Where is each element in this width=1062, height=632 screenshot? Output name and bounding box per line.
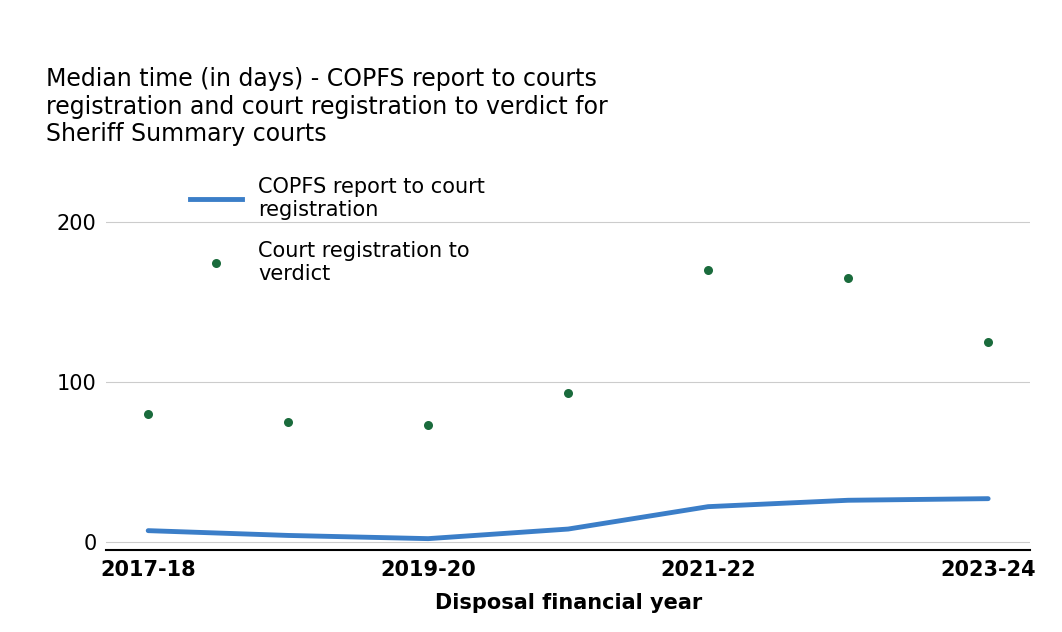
Text: Median time (in days) - COPFS report to courts
registration and court registrati: Median time (in days) - COPFS report to …	[46, 67, 607, 147]
X-axis label: Disposal financial year: Disposal financial year	[434, 593, 702, 614]
Legend: COPFS report to court
registration, Court registration to
verdict: COPFS report to court registration, Cour…	[182, 168, 494, 293]
